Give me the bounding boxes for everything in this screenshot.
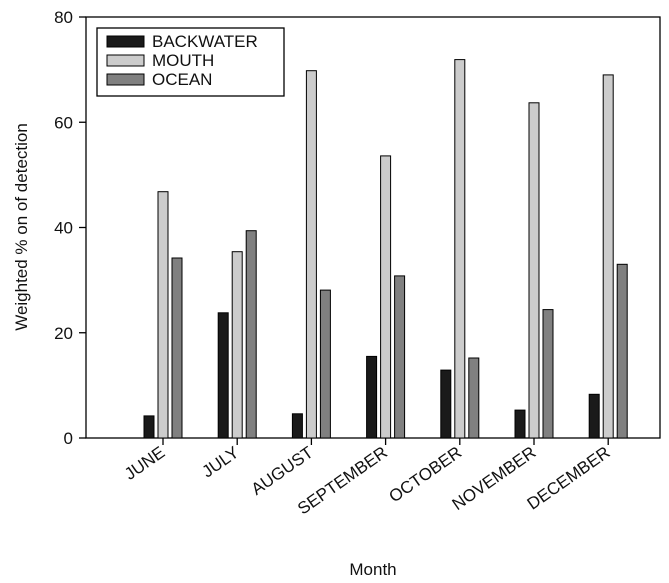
- x-tick-label: JULY: [199, 443, 243, 482]
- y-axis: 0 20 40 60 80: [54, 8, 86, 448]
- bar-ocean-june: [171, 257, 183, 439]
- bar-ocean-september: [394, 275, 406, 439]
- y-tick-label: 0: [64, 429, 73, 448]
- bar-ocean-july: [245, 230, 257, 439]
- bar-ocean-august: [319, 289, 331, 439]
- legend-swatch-backwater: [106, 35, 145, 48]
- x-tick-label: DECEMBER: [524, 443, 614, 514]
- y-axis-title: Weighted % on of detection: [12, 123, 31, 331]
- bar-mouth-july: [231, 251, 243, 439]
- x-tick-label: NOVEMBER: [449, 443, 540, 514]
- bar-backwater-december: [588, 393, 600, 439]
- x-tick-label: JUNE: [121, 443, 168, 484]
- y-tick-label: 60: [54, 113, 73, 132]
- legend-label-ocean: OCEAN: [152, 70, 212, 89]
- x-axis: JUNE JULY AUGUSTSEPTEMBEROCTOBERNOVEMBERDE…: [121, 438, 613, 518]
- bar-ocean-december: [616, 263, 628, 439]
- bar-backwater-september: [366, 355, 378, 439]
- bars-group: [143, 59, 628, 439]
- y-tick-label: 40: [54, 219, 73, 238]
- bar-mouth-june: [157, 191, 169, 439]
- legend-label-backwater: BACKWATER: [152, 32, 258, 51]
- x-tick-label: AUGUST: [248, 443, 317, 499]
- bar-backwater-june: [143, 415, 155, 439]
- bar-backwater-november: [514, 409, 526, 439]
- bar-mouth-december: [602, 74, 614, 439]
- bar-ocean-november: [542, 309, 554, 439]
- legend-swatch-ocean: [106, 73, 145, 86]
- legend-swatch-mouth: [106, 54, 145, 67]
- bar-backwater-october: [440, 369, 452, 439]
- bar-mouth-august: [305, 70, 317, 439]
- bar-backwater-august: [291, 413, 303, 439]
- x-axis-title: Month: [349, 560, 396, 579]
- bar-mouth-october: [454, 59, 466, 439]
- bar-mouth-september: [380, 155, 392, 439]
- y-tick-label: 20: [54, 324, 73, 343]
- y-tick-label: 80: [54, 8, 73, 27]
- bar-backwater-july: [217, 312, 229, 439]
- bar-mouth-november: [528, 102, 540, 439]
- bar-ocean-october: [468, 357, 480, 439]
- legend-label-mouth: MOUTH: [152, 51, 214, 70]
